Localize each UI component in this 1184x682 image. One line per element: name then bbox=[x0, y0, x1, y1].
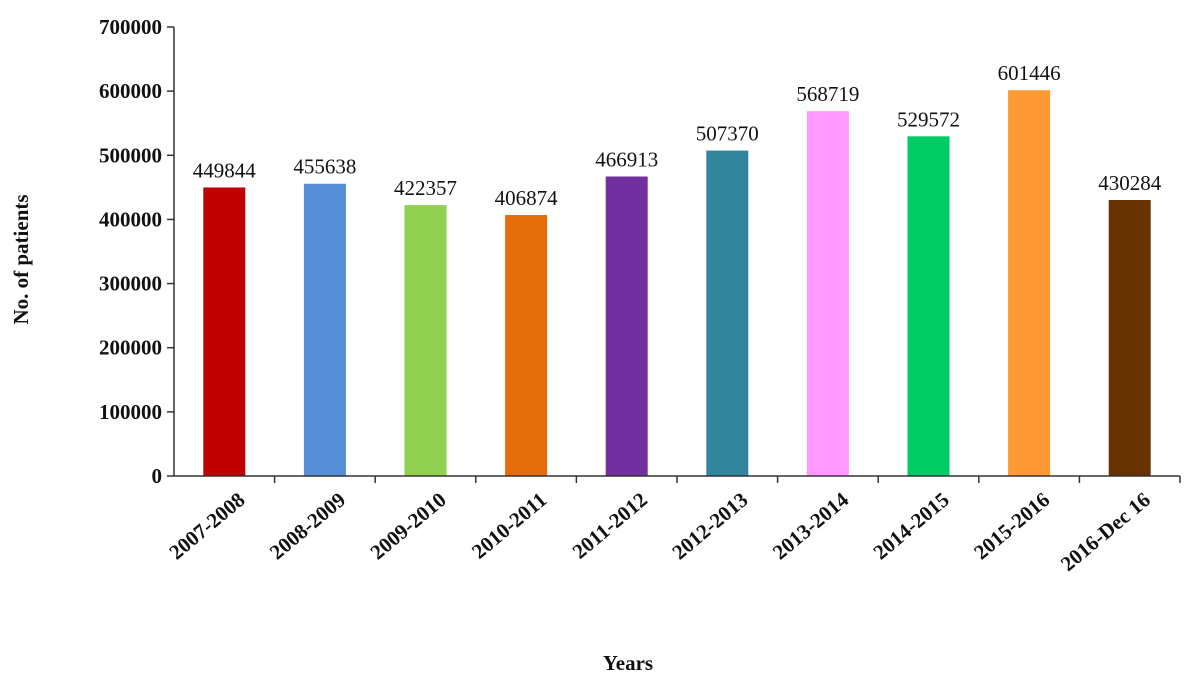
x-tick-label: 2008-2009 bbox=[265, 487, 350, 564]
y-tick-label: 400000 bbox=[99, 207, 162, 231]
data-label: 568719 bbox=[796, 82, 859, 106]
data-label: 529572 bbox=[897, 107, 960, 131]
bar bbox=[404, 205, 447, 477]
y-tick-label: 500000 bbox=[99, 143, 162, 167]
data-label: 422357 bbox=[394, 176, 457, 200]
y-axis-title: No. of patients bbox=[9, 194, 33, 324]
y-tick-label: 200000 bbox=[99, 336, 162, 360]
y-tick-label: 0 bbox=[152, 464, 163, 488]
x-tick-label: 2010-2011 bbox=[467, 487, 551, 563]
x-axis-title: Years bbox=[603, 651, 653, 675]
bar bbox=[203, 187, 246, 476]
bar bbox=[907, 136, 950, 476]
bar bbox=[1108, 200, 1151, 477]
x-axis-ticks: 2007-2008 2008-2009 2009-2010 2010-2011 2011… bbox=[164, 476, 1181, 576]
bar bbox=[1008, 90, 1051, 476]
bars-group bbox=[203, 90, 1151, 477]
x-tick-label: 2011-2012 bbox=[568, 487, 652, 563]
y-axis-ticks: 0 100000 200000 300000 400000 500000 600000 700… bbox=[99, 15, 174, 488]
bar bbox=[303, 183, 346, 476]
data-label: 466913 bbox=[595, 148, 658, 172]
bar bbox=[806, 111, 849, 476]
data-label: 430284 bbox=[1098, 171, 1162, 195]
x-tick-label: 2013-2014 bbox=[768, 487, 854, 564]
y-tick-label: 700000 bbox=[99, 15, 162, 39]
data-labels-group: 449844 455638 422357 406874 466913 507370 5687… bbox=[193, 61, 1162, 210]
data-label: 601446 bbox=[998, 61, 1061, 85]
y-tick-label: 300000 bbox=[99, 272, 162, 296]
y-tick-label: 600000 bbox=[99, 79, 162, 103]
y-tick-label: 100000 bbox=[99, 400, 162, 424]
data-label: 507370 bbox=[696, 122, 759, 146]
x-tick-label: 2014-2015 bbox=[869, 487, 954, 564]
x-tick-label: 2015-2016 bbox=[969, 487, 1054, 564]
bar bbox=[505, 215, 548, 476]
bar bbox=[605, 176, 648, 476]
x-tick-label: 2007-2008 bbox=[164, 487, 249, 564]
x-tick-label: 2016-Dec 16 bbox=[1056, 487, 1155, 575]
bar bbox=[706, 150, 749, 476]
x-tick-label: 2009-2010 bbox=[366, 487, 451, 564]
x-tick-label: 2012-2013 bbox=[667, 487, 752, 564]
data-label: 406874 bbox=[495, 186, 559, 210]
data-label: 455638 bbox=[293, 155, 356, 179]
data-label: 449844 bbox=[193, 158, 257, 182]
